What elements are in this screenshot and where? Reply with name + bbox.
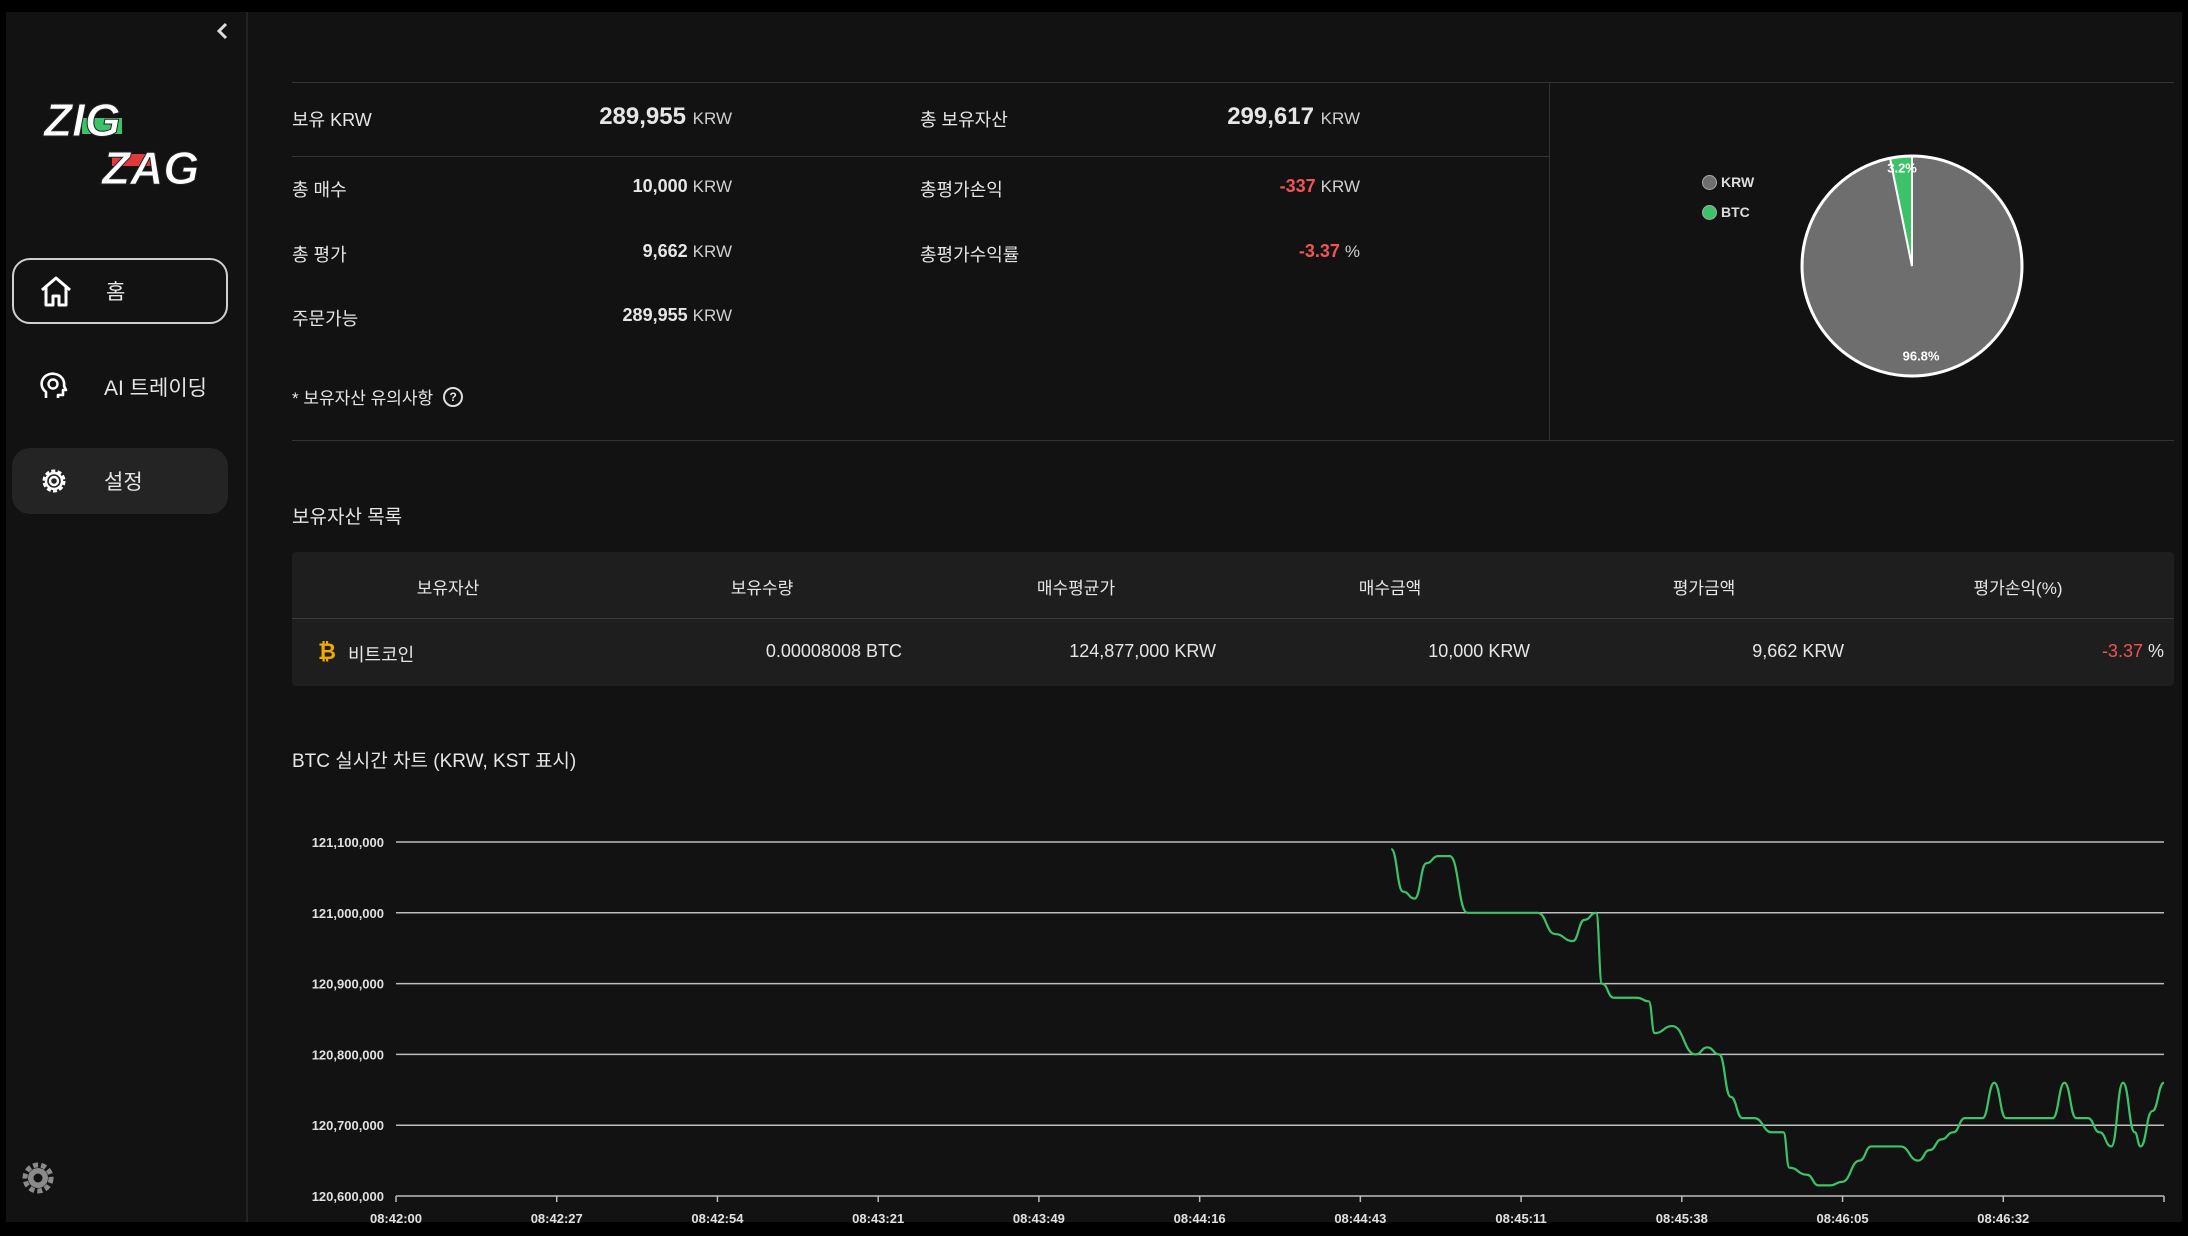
legend-swatch bbox=[1702, 204, 1717, 220]
chart-title: BTC 실시간 차트 (KRW, KST 표시) bbox=[292, 751, 577, 772]
total-return-label: 총평가수익률 bbox=[920, 245, 1020, 265]
column-header: 보유자산 bbox=[416, 579, 480, 598]
gear-icon bbox=[34, 461, 74, 501]
chevron-left-icon[interactable] bbox=[210, 18, 236, 44]
svg-text:ZAG: ZAG bbox=[100, 142, 199, 194]
sidebar-item-home[interactable]: 홈 bbox=[12, 258, 228, 324]
holdings-title: 보유자산 목록 bbox=[292, 507, 403, 528]
total-eval-label: 총 평가 bbox=[292, 245, 347, 265]
x-tick-label: 08:43:49 bbox=[1013, 1211, 1065, 1226]
asset-notice: * 보유자산 유의사항 ? bbox=[292, 384, 464, 409]
x-tick-label: 08:44:16 bbox=[1174, 1211, 1226, 1226]
y-tick-label: 120,900,000 bbox=[312, 977, 384, 992]
holding-qty: 0.00008008 BTC bbox=[765, 641, 902, 661]
y-tick-label: 120,800,000 bbox=[312, 1047, 384, 1062]
x-tick-label: 08:44:43 bbox=[1334, 1211, 1386, 1226]
x-tick-label: 08:46:32 bbox=[1977, 1211, 2029, 1226]
total-return-value: -3.37 % bbox=[1298, 241, 1360, 261]
eval-amount: 9,662 KRW bbox=[1752, 641, 1844, 661]
gear-icon[interactable] bbox=[20, 1160, 60, 1200]
pie-slice-label: 3.2% bbox=[1887, 160, 1917, 175]
legend-item-krw: KRW bbox=[1702, 174, 1754, 190]
total-pnl-value: -337 KRW bbox=[1279, 176, 1360, 196]
pie-slice-label: 96.8% bbox=[1903, 349, 1940, 364]
divider bbox=[292, 82, 2174, 83]
legend-label: KRW bbox=[1721, 174, 1755, 190]
held-krw-value: 289,955 KRW bbox=[599, 103, 732, 130]
home-icon bbox=[36, 271, 76, 311]
y-tick-label: 121,000,000 bbox=[312, 906, 384, 921]
avg-buy-price: 124,877,000 KRW bbox=[1069, 641, 1216, 661]
divider bbox=[292, 440, 2174, 441]
orderable-label: 주문가능 bbox=[292, 309, 359, 329]
total-assets-label: 총 보유자산 bbox=[920, 110, 1008, 130]
total-assets-value: 299,617 KRW bbox=[1227, 103, 1360, 130]
table-header: 보유자산 보유수량 매수평균가 매수금액 평가금액 평가손익(%) bbox=[292, 552, 2174, 619]
main-content: 보유 KRW 289,955 KRW 총 보유자산 299,617 KRW 총 … bbox=[292, 12, 2182, 1226]
x-tick-label: 08:42:00 bbox=[370, 1211, 422, 1226]
sidebar-item-settings[interactable]: 설정 bbox=[12, 448, 228, 514]
x-tick-label: 08:42:27 bbox=[531, 1211, 583, 1226]
legend-item-btc: BTC bbox=[1702, 204, 1750, 220]
btc-price-line bbox=[1390, 847, 2165, 1187]
x-tick-label: 08:42:54 bbox=[691, 1211, 744, 1226]
divider bbox=[1549, 82, 1550, 440]
sidebar-item-label: 설정 bbox=[104, 471, 143, 494]
asset-name: 비트코인 bbox=[348, 645, 415, 665]
bitcoin-icon: ₿ bbox=[318, 639, 336, 664]
x-tick-label: 08:45:11 bbox=[1495, 1211, 1546, 1226]
help-icon[interactable]: ? bbox=[443, 386, 464, 407]
column-header: 평가손익(%) bbox=[1973, 579, 2063, 598]
asset-notice-text: * 보유자산 유의사항 bbox=[292, 389, 434, 408]
total-buy-value: 10,000 KRW bbox=[632, 176, 732, 196]
sidebar-item-ai-trading[interactable]: AI 트레이딩 bbox=[12, 354, 228, 420]
y-tick-label: 120,600,000 bbox=[312, 1189, 384, 1204]
allocation-pie-chart: 96.8% 3.2% bbox=[1800, 154, 2024, 378]
held-krw-label: 보유 KRW bbox=[292, 110, 372, 130]
divider bbox=[292, 156, 1550, 157]
table-row[interactable]: ₿ 비트코인 0.00008008 BTC 124,877,000 KRW 10… bbox=[292, 619, 2174, 685]
total-buy-label: 총 매수 bbox=[292, 180, 347, 200]
column-header: 매수평균가 bbox=[1036, 579, 1116, 598]
ai-brain-icon bbox=[34, 367, 74, 407]
orderable-value: 289,955 KRW bbox=[622, 305, 732, 325]
buy-amount: 10,000 KRW bbox=[1428, 641, 1530, 661]
x-tick-label: 08:43:21 bbox=[852, 1211, 904, 1226]
legend-swatch bbox=[1702, 174, 1717, 190]
total-pnl-label: 총평가손익 bbox=[920, 180, 1003, 200]
app-window: ZIG ZAG 홈 AI 트레이딩 설정 bbox=[6, 12, 2182, 1226]
pnl-percent: -3.37 % bbox=[2101, 641, 2164, 661]
svg-text:ZIG: ZIG bbox=[42, 94, 121, 146]
holdings-table: 보유자산 보유수량 매수평균가 매수금액 평가금액 평가손익(%) ₿ 비트코인… bbox=[292, 552, 2174, 686]
sidebar-item-label: 홈 bbox=[106, 281, 126, 304]
zigzag-logo: ZIG ZAG bbox=[42, 88, 222, 198]
legend-label: BTC bbox=[1721, 204, 1750, 220]
column-header: 매수금액 bbox=[1358, 579, 1422, 598]
x-tick-label: 08:45:38 bbox=[1656, 1211, 1708, 1226]
btc-price-line-chart: 121,100,000 121,000,000 120,900,000 120,800… bbox=[312, 835, 2165, 1226]
sidebar: ZIG ZAG 홈 AI 트레이딩 설정 bbox=[6, 12, 248, 1222]
y-tick-label: 120,700,000 bbox=[312, 1118, 384, 1133]
total-eval-value: 9,662 KRW bbox=[642, 241, 732, 261]
column-header: 보유수량 bbox=[730, 579, 794, 598]
x-tick-label: 08:46:05 bbox=[1817, 1211, 1869, 1226]
sidebar-item-label: AI 트레이딩 bbox=[104, 377, 207, 400]
pie-outline bbox=[1800, 154, 2024, 378]
column-header: 평가금액 bbox=[1672, 579, 1736, 598]
y-tick-label: 121,100,000 bbox=[312, 835, 384, 850]
